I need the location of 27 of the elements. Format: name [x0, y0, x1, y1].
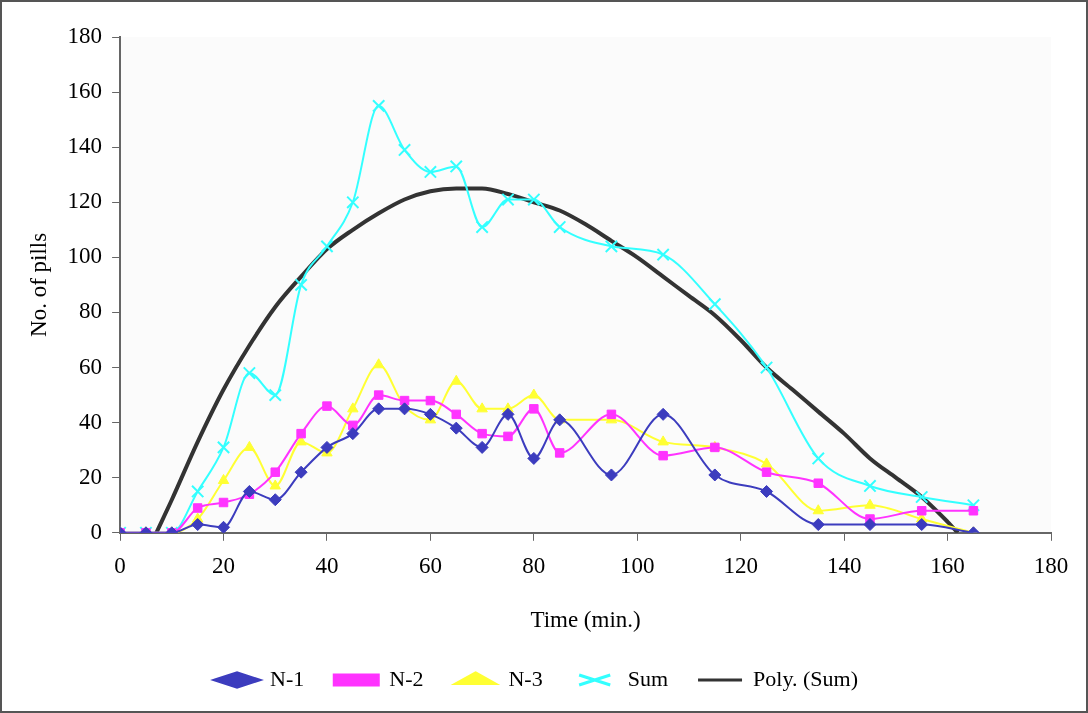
y-tick-label: 140 — [67, 133, 103, 159]
x-tick-label: 140 — [826, 552, 862, 578]
x-axis-title: Time (min.) — [530, 607, 641, 633]
legend-label: Sum — [627, 665, 669, 691]
y-tick-label: 60 — [79, 353, 103, 379]
x-tick-label: 0 — [114, 552, 126, 578]
x-tick-label: 20 — [212, 552, 236, 578]
y-tick-label: 160 — [67, 78, 103, 104]
legend-label: N-2 — [389, 665, 424, 691]
x-tick-label: 100 — [620, 552, 655, 578]
y-tick-label: 20 — [79, 463, 103, 489]
y-tick-label: 0 — [90, 518, 103, 544]
legend-label: N-3 — [508, 665, 543, 691]
y-tick-label: 80 — [79, 298, 103, 324]
y-tick-label: 180 — [67, 23, 103, 49]
x-tick-label: 40 — [315, 552, 339, 578]
y-tick-label: 120 — [67, 188, 103, 214]
x-tick-label: 120 — [723, 552, 758, 578]
x-tick-label: 80 — [522, 552, 546, 578]
legend-label: N-1 — [270, 665, 305, 691]
y-axis-title: No. of pills — [25, 232, 51, 337]
y-tick-label: 40 — [79, 408, 103, 434]
legend-label: Poly. (Sum) — [753, 665, 858, 691]
x-tick-label: 60 — [418, 552, 442, 578]
y-tick-label: 100 — [67, 243, 103, 269]
x-tick-label: 160 — [930, 552, 965, 578]
x-tick-label: 180 — [1033, 552, 1069, 578]
